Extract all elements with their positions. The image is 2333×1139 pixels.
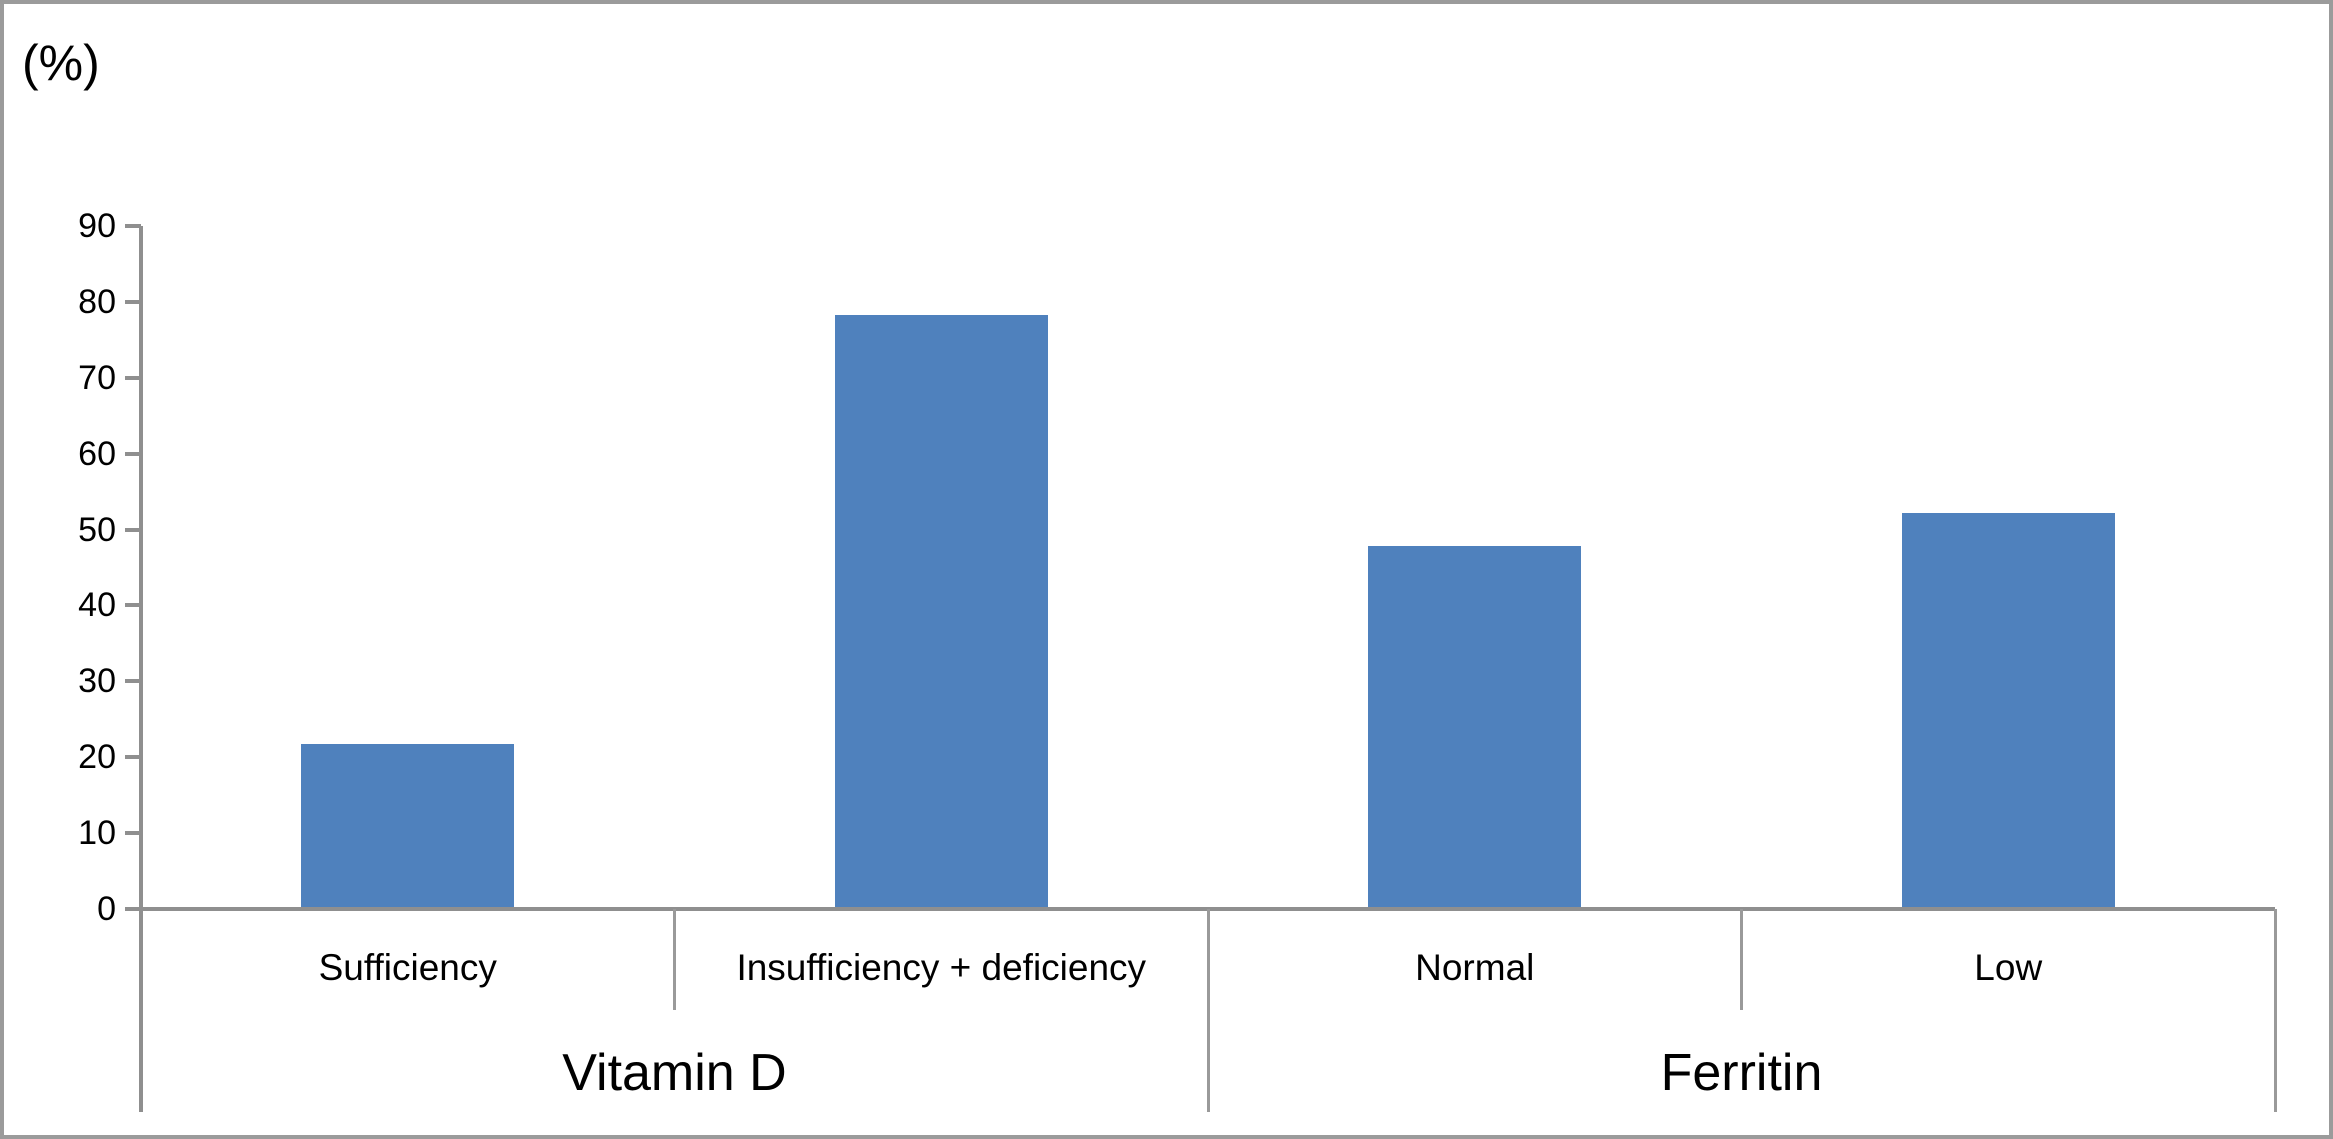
plot-area: 0 10 20 30 40 50 60 70 80 90 Sufficiency Insufficie… xyxy=(4,4,2329,1135)
y-tick xyxy=(125,375,141,380)
y-tick-label: 10 xyxy=(78,814,116,853)
bar-insufficiency-deficiency xyxy=(834,314,1048,909)
group-divider xyxy=(2273,909,2277,1112)
y-tick xyxy=(125,527,141,532)
y-tick-label: 70 xyxy=(78,358,116,397)
bar-low xyxy=(1901,512,2115,909)
category-label-low: Low xyxy=(1974,947,2043,988)
y-axis-unit-label: (%) xyxy=(22,35,100,91)
group-divider xyxy=(1206,909,1210,1112)
y-tick-label: 90 xyxy=(78,207,116,245)
y-tick-label: 20 xyxy=(78,738,116,777)
x-axis-line xyxy=(125,907,2275,911)
y-tick-label: 80 xyxy=(78,282,116,321)
y-tick xyxy=(125,299,141,304)
y-tick xyxy=(125,603,141,608)
bar-sufficiency xyxy=(301,744,515,909)
category-divider xyxy=(1740,909,1743,1010)
y-tick xyxy=(125,451,141,456)
y-tick-label: 0 xyxy=(97,890,116,928)
category-divider xyxy=(673,909,676,1010)
y-tick-label: 50 xyxy=(78,510,116,549)
y-tick-label: 40 xyxy=(78,586,116,625)
group-label-ferritin: Ferritin xyxy=(1660,1044,1823,1102)
y-tick-label: 30 xyxy=(78,662,116,701)
category-label-normal: Normal xyxy=(1415,947,1535,988)
y-tick xyxy=(125,831,141,836)
group-label-vitamin-d: Vitamin D xyxy=(562,1044,787,1102)
category-label-sufficiency: Sufficiency xyxy=(318,947,497,988)
y-tick xyxy=(125,224,141,228)
category-label-insufficiency-deficiency: Insufficiency + deficiency xyxy=(736,947,1147,988)
y-axis-line xyxy=(139,226,143,1112)
y-tick xyxy=(125,755,141,760)
y-tick xyxy=(125,679,141,684)
bar-normal xyxy=(1368,546,1582,909)
y-tick-label: 60 xyxy=(78,434,116,473)
